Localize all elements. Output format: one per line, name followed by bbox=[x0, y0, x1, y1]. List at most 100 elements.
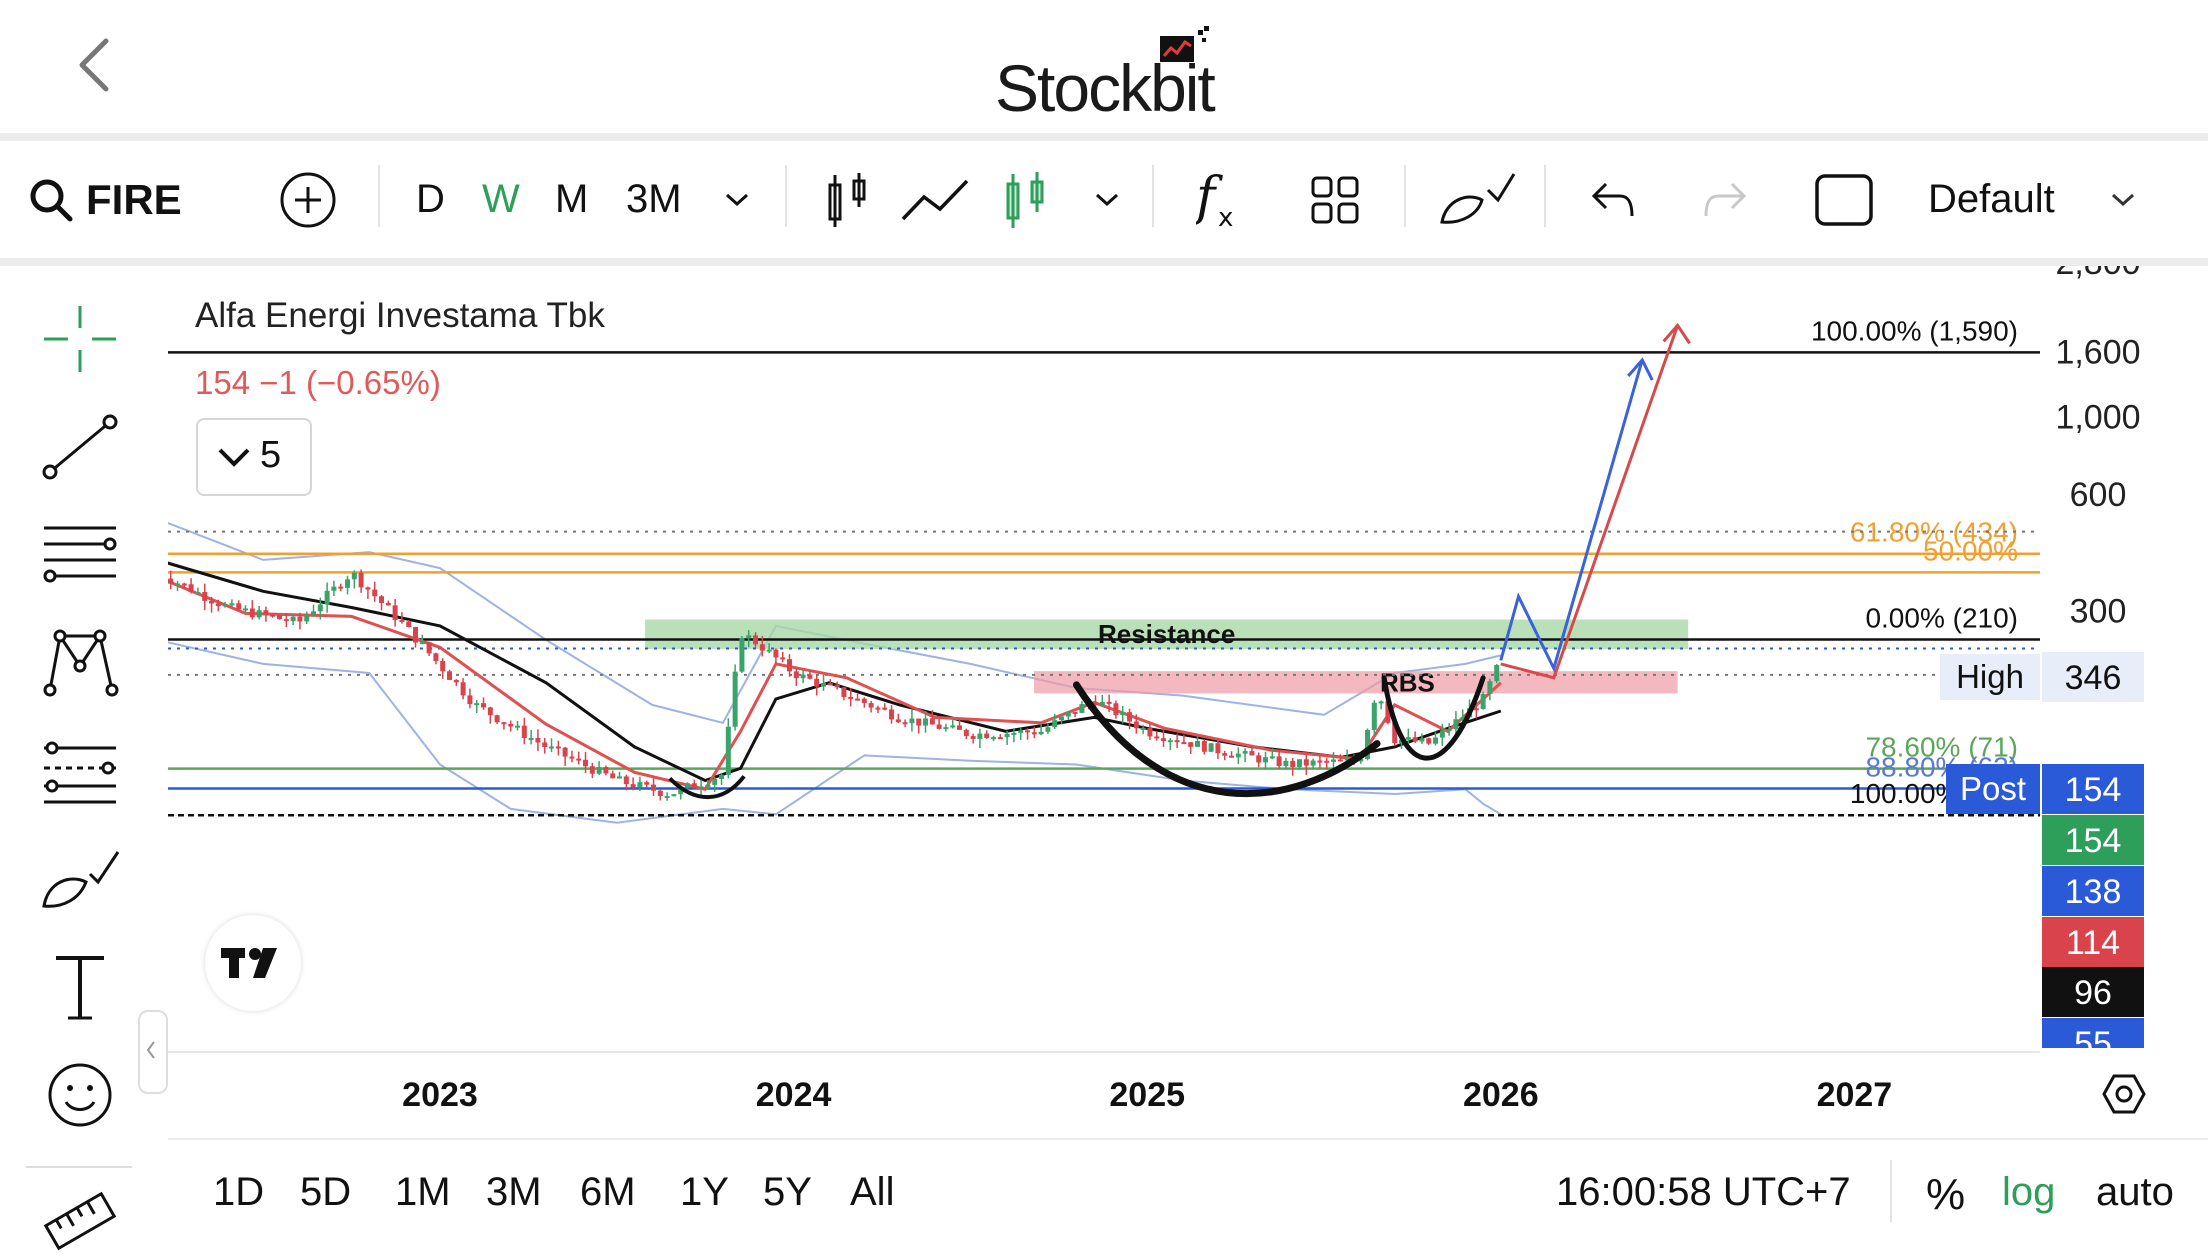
layout-grid-icon[interactable] bbox=[1310, 141, 1360, 258]
interval-m[interactable]: M bbox=[555, 177, 589, 221]
symbol-label: FIRE bbox=[86, 175, 182, 223]
candlestick-icon[interactable] bbox=[1004, 141, 1048, 258]
candle-body bbox=[372, 589, 378, 597]
candle-body bbox=[188, 584, 194, 593]
chart-type-chevron-icon[interactable] bbox=[1092, 141, 1122, 258]
ruler-icon[interactable] bbox=[38, 1184, 122, 1258]
range-1m[interactable]: 1M bbox=[395, 1170, 451, 1214]
drawing-brush-icon[interactable] bbox=[1438, 141, 1518, 258]
candle-body bbox=[549, 746, 555, 749]
candle-body bbox=[1099, 701, 1105, 706]
candle-body bbox=[168, 578, 174, 584]
text-tool-icon[interactable] bbox=[38, 950, 122, 1024]
layout-preset-chevron-icon[interactable] bbox=[2108, 141, 2138, 258]
range-5y[interactable]: 5Y bbox=[763, 1170, 812, 1214]
svg-text:x: x bbox=[1218, 203, 1233, 232]
trend-line-icon[interactable] bbox=[38, 410, 122, 484]
bar-chart-icon[interactable] bbox=[826, 141, 870, 258]
candle-body bbox=[861, 698, 867, 704]
candle-body bbox=[991, 737, 997, 740]
brush-icon[interactable] bbox=[38, 842, 122, 916]
fib-retracement-icon[interactable] bbox=[38, 518, 122, 592]
projection-arrowhead-blue bbox=[1627, 357, 1654, 381]
interval-d[interactable]: D bbox=[416, 177, 445, 221]
candle-body bbox=[481, 703, 487, 708]
candle-body bbox=[1133, 721, 1139, 729]
back-arrow-icon[interactable] bbox=[70, 35, 120, 95]
candle-body bbox=[827, 683, 833, 686]
candle-body bbox=[1045, 727, 1051, 732]
time-zone-clock[interactable]: 16:00:58 UTC+7 bbox=[1556, 1170, 1851, 1214]
tradingview-icon bbox=[221, 948, 277, 978]
percent-scale-toggle[interactable]: % bbox=[1926, 1170, 1966, 1219]
zone-rbs bbox=[1034, 671, 1678, 694]
candle-body bbox=[895, 719, 901, 723]
emoji-smile-icon[interactable] bbox=[38, 1058, 122, 1132]
candle-body bbox=[555, 746, 561, 749]
candle-body bbox=[1392, 722, 1398, 744]
interval-3m[interactable]: 3M bbox=[626, 177, 682, 221]
candle-body bbox=[1038, 731, 1044, 735]
candle-body bbox=[657, 790, 663, 797]
range-5d[interactable]: 5D bbox=[300, 1170, 352, 1214]
undo-icon[interactable] bbox=[1590, 141, 1636, 258]
y-axis-tick-label: 300 bbox=[2070, 592, 2127, 630]
candle-body bbox=[1283, 760, 1289, 767]
range-1d[interactable]: 1D bbox=[213, 1170, 265, 1214]
candle-body bbox=[732, 671, 738, 727]
candle-body bbox=[1446, 729, 1452, 732]
interval-more-chevron-icon[interactable] bbox=[722, 141, 752, 258]
pattern-xabcd-icon[interactable] bbox=[38, 626, 122, 700]
range-all[interactable]: All bbox=[850, 1170, 895, 1214]
candle-body bbox=[1412, 737, 1418, 742]
fullscreen-square-icon[interactable] bbox=[1814, 141, 1874, 258]
candle-body bbox=[1256, 755, 1262, 763]
candle-body bbox=[651, 784, 657, 791]
price-badge-value: 346 bbox=[2065, 659, 2122, 697]
collapse-sidebar-button[interactable] bbox=[138, 1010, 168, 1094]
candle-body bbox=[263, 610, 269, 615]
candle-body bbox=[1113, 703, 1119, 716]
candle-body bbox=[243, 608, 249, 611]
candle-body bbox=[1127, 712, 1133, 722]
crosshair-icon[interactable] bbox=[38, 302, 122, 376]
price-badge-value: 138 bbox=[2065, 873, 2122, 911]
candle-body bbox=[1235, 753, 1241, 758]
auto-scale-toggle[interactable]: auto bbox=[2096, 1170, 2174, 1214]
candle-body bbox=[440, 660, 446, 672]
candle-body bbox=[515, 725, 521, 728]
interval-w[interactable]: W bbox=[482, 177, 520, 221]
candle-body bbox=[1324, 760, 1330, 763]
candle-body bbox=[1242, 751, 1248, 754]
candle-body bbox=[297, 616, 303, 622]
indicators-toggle[interactable]: 5 bbox=[196, 418, 312, 496]
log-scale-toggle[interactable]: log bbox=[2002, 1170, 2056, 1214]
candle-body bbox=[698, 786, 704, 789]
zone-label-resistance: Resistance bbox=[1098, 619, 1235, 649]
symbol-search[interactable]: FIRE bbox=[28, 141, 182, 258]
candle-body bbox=[1188, 742, 1194, 747]
redo-icon[interactable] bbox=[1702, 141, 1748, 258]
candle-body bbox=[249, 608, 255, 618]
x-axis-tick-label: 2024 bbox=[756, 1076, 832, 1114]
range-6m[interactable]: 6M bbox=[580, 1170, 636, 1214]
candle-body bbox=[311, 611, 317, 616]
candle-body bbox=[270, 614, 276, 617]
line-chart-icon[interactable] bbox=[900, 141, 970, 258]
candle-body bbox=[596, 767, 602, 774]
range-3m[interactable]: 3M bbox=[486, 1170, 542, 1214]
range-1y[interactable]: 1Y bbox=[680, 1170, 729, 1214]
layout-preset-label[interactable]: Default bbox=[1928, 177, 2055, 221]
cup-drawing bbox=[1072, 681, 1381, 798]
add-symbol-button[interactable] bbox=[278, 141, 338, 258]
candle-body bbox=[923, 718, 929, 726]
candle-body bbox=[576, 758, 582, 761]
price-change: 154 −1 (−0.65%) bbox=[195, 364, 441, 401]
axis-settings-icon[interactable] bbox=[2102, 1074, 2146, 1114]
candle-body bbox=[1004, 733, 1010, 738]
candle-body bbox=[331, 586, 337, 591]
candle-body bbox=[392, 605, 398, 621]
forecast-lines-icon[interactable] bbox=[38, 734, 122, 808]
